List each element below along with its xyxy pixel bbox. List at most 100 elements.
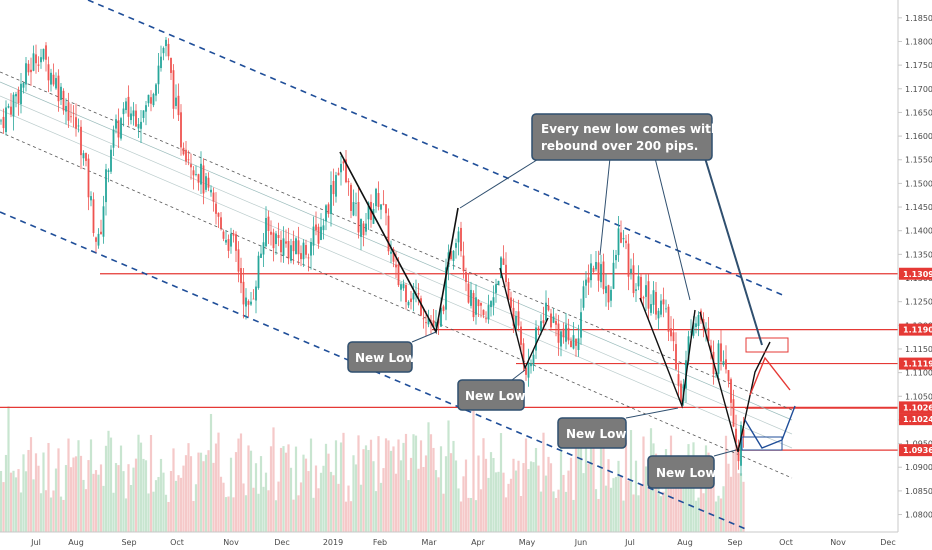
volume-bar — [129, 485, 133, 532]
volume-bar — [499, 433, 503, 532]
candle-body — [432, 320, 435, 328]
volume-bar — [62, 499, 65, 532]
volume-bar — [272, 427, 275, 532]
volume-bar — [309, 438, 313, 532]
candle-body — [132, 110, 135, 117]
candle-body — [527, 362, 530, 378]
candle-body — [570, 340, 572, 348]
candle-body — [297, 240, 300, 255]
candle-body — [327, 204, 330, 214]
candle-body — [17, 90, 20, 104]
volume-bar — [57, 448, 60, 532]
candle-body — [115, 119, 117, 129]
volume-bar — [174, 480, 178, 532]
volume-bar — [389, 450, 393, 532]
y-tick-label: 1.11000 — [905, 369, 932, 378]
candle-body — [330, 184, 332, 215]
volume-bar — [324, 443, 328, 532]
volume-bar — [559, 443, 563, 532]
volume-bar — [479, 489, 483, 532]
volume-bar — [504, 497, 508, 532]
volume-bar — [459, 501, 463, 532]
volume-bar — [714, 501, 718, 532]
new-low-text: New Low — [355, 351, 415, 365]
volume-bar — [522, 463, 525, 532]
x-tick-label: Dec — [274, 538, 289, 547]
volume-bar — [579, 443, 583, 532]
volume-bar — [369, 439, 373, 532]
volume-bar — [717, 495, 720, 532]
candle-body — [737, 445, 740, 462]
volume-bar — [542, 432, 545, 532]
candle-body — [222, 231, 225, 239]
volume-bar — [112, 492, 115, 532]
candle-body — [70, 116, 72, 118]
candle-body — [182, 147, 185, 155]
candle-body — [167, 43, 170, 57]
volume-bar — [284, 452, 288, 532]
y-tick-label: 1.17000 — [905, 85, 932, 94]
candle-body — [417, 293, 420, 295]
volume-bar — [342, 432, 345, 532]
candle-body — [142, 110, 145, 118]
volume-bar — [469, 497, 473, 532]
volume-bar — [742, 481, 745, 532]
candle-body — [35, 54, 37, 64]
candle-body — [207, 177, 210, 188]
volume-bar — [49, 497, 53, 532]
volume-bar — [42, 452, 45, 532]
volume-bar — [549, 463, 553, 532]
volume-bar — [287, 444, 290, 532]
y-tick-label: 1.08000 — [905, 511, 932, 520]
y-tick-label: 1.17500 — [905, 61, 932, 70]
volume-bar — [679, 463, 683, 532]
candle-body — [695, 323, 697, 327]
candle-body — [287, 240, 290, 259]
volume-bar — [507, 483, 510, 532]
time-axis[interactable]: Jul Aug Sep Oct Nov Dec 2019 Feb Mar Apr May Jun Jul… — [0, 531, 932, 550]
volume-bar — [124, 498, 128, 532]
volume-bar — [169, 470, 173, 532]
y-tick-label: 1.12500 — [905, 298, 932, 307]
candle-body — [590, 263, 592, 281]
candle-body — [375, 188, 377, 207]
candle-body — [282, 238, 285, 256]
candle-body — [50, 72, 52, 85]
candle-body — [467, 283, 470, 303]
volume-bar — [239, 433, 243, 532]
volume-bar — [237, 438, 240, 532]
volume-bar — [144, 460, 148, 532]
volume-bar — [37, 465, 40, 532]
volume-bar — [707, 452, 710, 532]
candle-body — [350, 184, 352, 211]
price-axis[interactable]: 1.18500 1.18000 1.17500 1.17000 1.16500 1.160… — [897, 0, 932, 532]
candle-body — [387, 215, 390, 252]
candle-body — [585, 279, 587, 286]
volume-bar — [534, 447, 538, 532]
new-low-text: New Low — [656, 466, 716, 480]
volume-bar — [472, 406, 475, 532]
volume-bar — [437, 477, 440, 532]
candle-body — [252, 298, 255, 300]
candle-body — [472, 292, 475, 318]
candle-body — [175, 97, 177, 106]
candle-body — [710, 345, 712, 352]
volume-bar — [149, 435, 153, 532]
x-tick-label: Jul — [624, 538, 635, 547]
volume-bar — [32, 479, 35, 532]
x-tick-label: Sep — [121, 538, 136, 547]
volume-bar — [647, 481, 650, 532]
candle-body — [482, 309, 485, 316]
volume-bar — [684, 480, 688, 532]
volume-bar — [224, 497, 228, 532]
volume-bar — [197, 452, 200, 532]
candle-body — [535, 327, 537, 351]
volume-bar — [29, 437, 33, 532]
candle-body — [107, 170, 110, 173]
volume-bar — [292, 499, 295, 532]
candle-body — [270, 231, 272, 235]
candle-body — [515, 315, 517, 330]
volume-bar — [307, 471, 310, 532]
